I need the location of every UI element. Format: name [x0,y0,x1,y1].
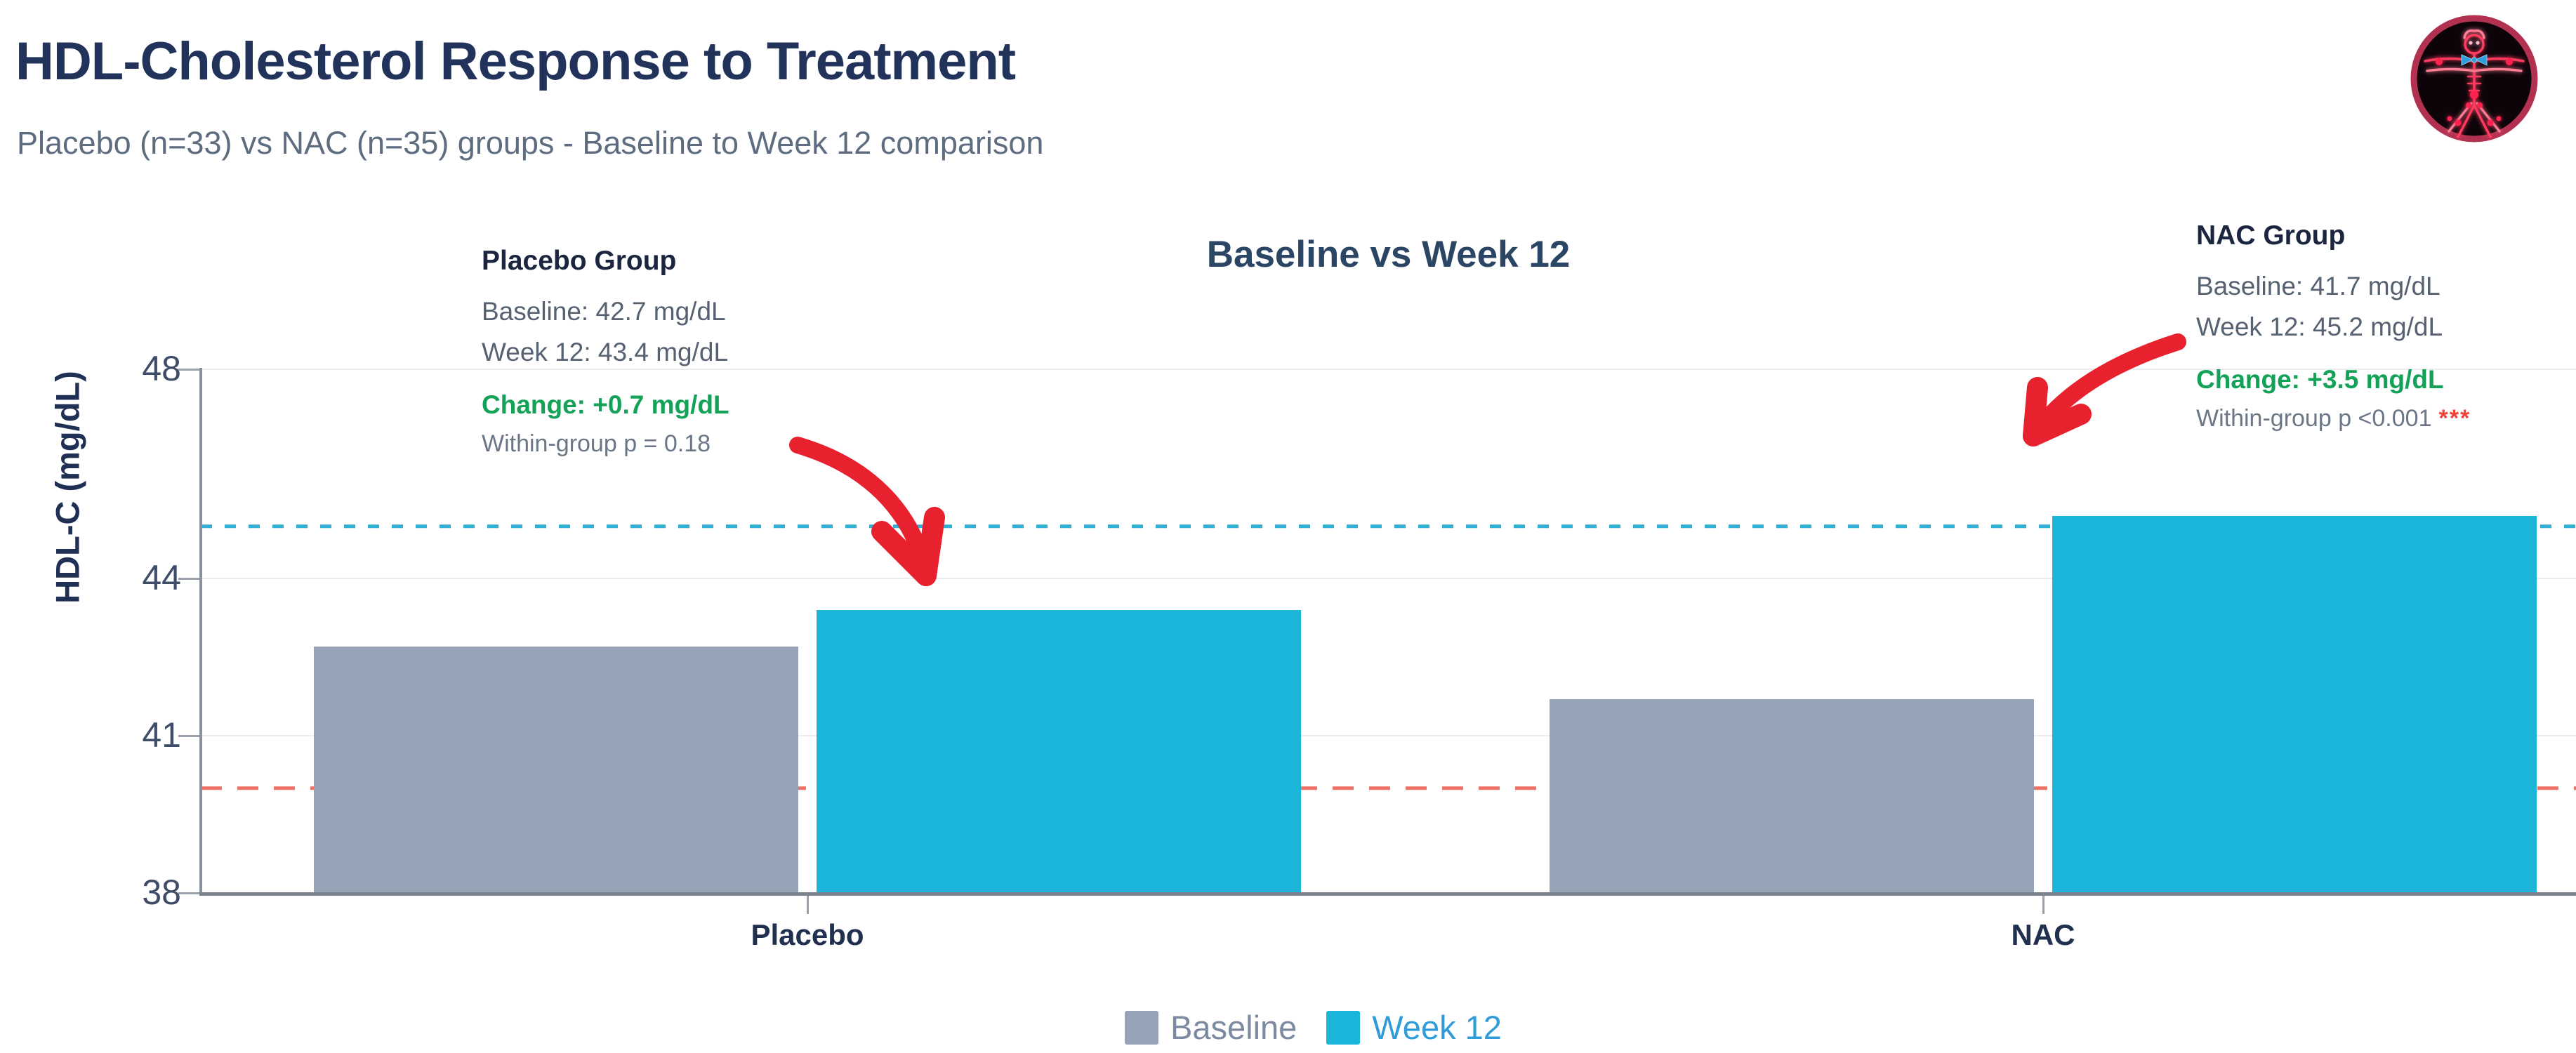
chart-title: Baseline vs Week 12 [1206,234,1571,275]
y-tick-48 [178,368,201,371]
annotation-nac-baseline: Baseline: 41.7 mg/dL [2196,272,2440,300]
x-tick-nac [2042,896,2045,914]
chart-legend: Baseline Week 12 [1125,1008,1502,1047]
bar-placebo-baseline[interactable] [314,647,798,893]
annotation-placebo-pvalue: Within-group p = 0.18 [482,432,729,456]
x-tick-placebo [806,896,809,914]
legend-item-week12[interactable]: Week 12 [1326,1008,1502,1047]
y-tick-44 [178,577,201,580]
annotation-nac-heading: NAC Group [2196,220,2346,251]
bar-nac-week-12[interactable] [2052,515,2537,893]
y-axis-line [199,368,202,896]
page-title: HDL-Cholesterol Response to Treatment [15,32,1016,91]
gridline-48 [201,369,2576,370]
vitruvian-body-logo-icon [2410,15,2538,143]
x-label-nac: NAC [2011,918,2075,951]
annotation-nac-week12: Week 12: 45.2 mg/dL [2196,312,2443,341]
annotation-placebo-week12: Week 12: 43.4 mg/dL [482,338,729,366]
y-tick-38 [178,892,201,894]
nac-pvalue-text: Within-group p <0.001 [2196,405,2432,432]
y-tick-label-41: 41 [142,715,181,755]
legend-swatch-baseline [1125,1010,1158,1045]
annotation-nac-group: NAC Group Baseline: 41.7 mg/dL Week 12: … [2196,222,2471,430]
y-tick-label-44: 44 [142,558,181,598]
gridline-41 [201,735,2576,737]
annotation-nac-change: Change: +3.5 mg/dL [2196,365,2444,394]
page-subtitle: Placebo (n=33) vs NAC (n=35) groups - Ba… [17,125,1044,161]
x-label-placebo: Placebo [751,918,864,951]
placebo-pvalue-text: Within-group p = 0.18 [482,430,711,457]
annotation-placebo-heading: Placebo Group [482,246,677,276]
annotation-nac-pvalue: Within-group p <0.001 *** [2196,406,2471,430]
annotation-placebo-change: Change: +0.7 mg/dL [482,390,729,419]
bar-placebo-week-12[interactable] [817,610,1301,893]
x-axis-line [199,892,2576,896]
y-tick-41 [178,734,201,737]
legend-label-week12: Week 12 [1372,1009,1502,1046]
annotation-placebo-baseline: Baseline: 42.7 mg/dL [482,297,726,326]
legend-swatch-week12 [1326,1010,1361,1045]
y-tick-label-48: 48 [142,348,181,388]
nac-significance-stars: *** [2438,405,2471,432]
legend-item-baseline[interactable]: Baseline [1125,1008,1297,1047]
legend-label-baseline: Baseline [1170,1009,1297,1046]
gridline-44 [201,578,2576,580]
bar-nac-baseline[interactable] [1550,698,2034,893]
y-tick-label-38: 38 [142,872,181,912]
annotation-placebo-group: Placebo Group Baseline: 42.7 mg/dL Week … [482,247,729,456]
